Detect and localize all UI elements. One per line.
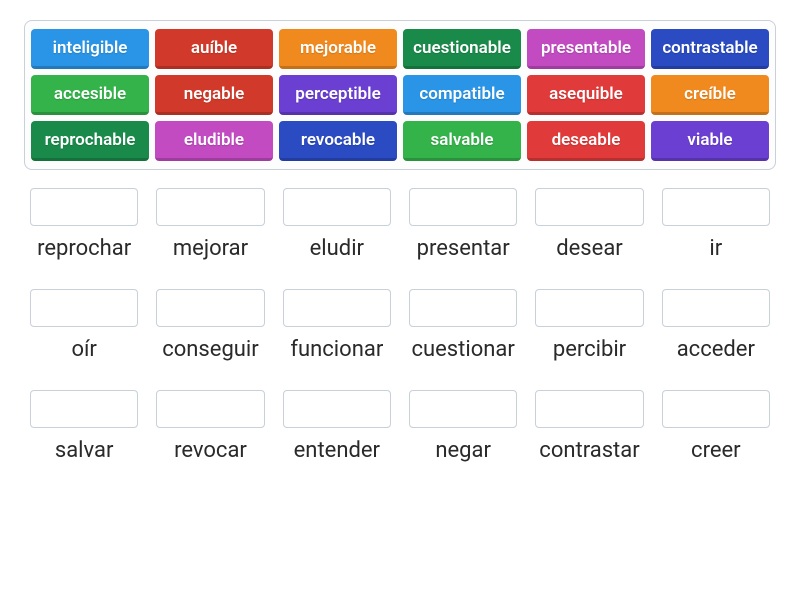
word-tile[interactable]: eludible (155, 121, 273, 161)
drop-slot[interactable] (535, 390, 643, 428)
verb-label: reprochar (37, 236, 131, 261)
word-tile[interactable]: viable (651, 121, 769, 161)
answer-cell: reprochar (30, 188, 138, 261)
verb-label: oír (71, 337, 96, 362)
verb-label: ir (709, 236, 722, 261)
word-bank: inteligibleauíblemejorablecuestionablepr… (24, 20, 776, 170)
word-tile[interactable]: inteligible (31, 29, 149, 69)
word-tile[interactable]: accesible (31, 75, 149, 115)
answer-cell: presentar (409, 188, 517, 261)
drop-slot[interactable] (283, 289, 391, 327)
verb-label: negar (435, 438, 491, 463)
verb-label: conseguir (162, 337, 259, 362)
verb-label: salvar (55, 438, 114, 463)
drop-slot[interactable] (662, 390, 770, 428)
answer-cell: ir (662, 188, 770, 261)
verb-label: contrastar (539, 438, 639, 463)
verb-label: presentar (417, 236, 510, 261)
drop-slot[interactable] (662, 289, 770, 327)
verb-label: percibir (553, 337, 626, 362)
answer-cell: creer (662, 390, 770, 463)
word-tile[interactable]: reprochable (31, 121, 149, 161)
drop-slot[interactable] (156, 390, 264, 428)
answer-cell: revocar (156, 390, 264, 463)
verb-label: creer (691, 438, 741, 463)
answer-cell: contrastar (535, 390, 643, 463)
drop-slot[interactable] (30, 188, 138, 226)
word-tile[interactable]: perceptible (279, 75, 397, 115)
word-tile[interactable]: revocable (279, 121, 397, 161)
word-tile[interactable]: asequible (527, 75, 645, 115)
answer-cell: acceder (662, 289, 770, 362)
word-tile[interactable]: presentable (527, 29, 645, 69)
answer-cell: cuestionar (409, 289, 517, 362)
verb-label: acceder (677, 337, 755, 362)
answer-cell: oír (30, 289, 138, 362)
verb-label: eludir (310, 236, 364, 261)
drop-slot[interactable] (156, 188, 264, 226)
verb-label: funcionar (290, 337, 383, 362)
answer-cell: desear (535, 188, 643, 261)
drop-slot[interactable] (535, 289, 643, 327)
word-tile[interactable]: cuestionable (403, 29, 521, 69)
word-tile[interactable]: salvable (403, 121, 521, 161)
word-tile[interactable]: creíble (651, 75, 769, 115)
answer-grid: reprochar mejorar eludir presentar desear ir o… (24, 188, 776, 463)
answer-cell: conseguir (156, 289, 264, 362)
word-tile[interactable]: compatible (403, 75, 521, 115)
verb-label: mejorar (173, 236, 248, 261)
word-tile[interactable]: contrastable (651, 29, 769, 69)
drop-slot[interactable] (283, 390, 391, 428)
answer-cell: percibir (535, 289, 643, 362)
answer-cell: salvar (30, 390, 138, 463)
word-tile[interactable]: negable (155, 75, 273, 115)
drop-slot[interactable] (30, 289, 138, 327)
drop-slot[interactable] (662, 188, 770, 226)
drop-slot[interactable] (409, 289, 517, 327)
word-tile[interactable]: deseable (527, 121, 645, 161)
answer-cell: entender (283, 390, 391, 463)
drop-slot[interactable] (409, 390, 517, 428)
verb-label: entender (294, 438, 380, 463)
verb-label: desear (556, 236, 623, 261)
answer-cell: mejorar (156, 188, 264, 261)
word-tile[interactable]: auíble (155, 29, 273, 69)
drop-slot[interactable] (156, 289, 264, 327)
verb-label: revocar (174, 438, 247, 463)
answer-cell: funcionar (283, 289, 391, 362)
verb-label: cuestionar (411, 337, 514, 362)
drop-slot[interactable] (283, 188, 391, 226)
answer-cell: negar (409, 390, 517, 463)
answer-cell: eludir (283, 188, 391, 261)
drop-slot[interactable] (535, 188, 643, 226)
drop-slot[interactable] (30, 390, 138, 428)
word-tile[interactable]: mejorable (279, 29, 397, 69)
drop-slot[interactable] (409, 188, 517, 226)
